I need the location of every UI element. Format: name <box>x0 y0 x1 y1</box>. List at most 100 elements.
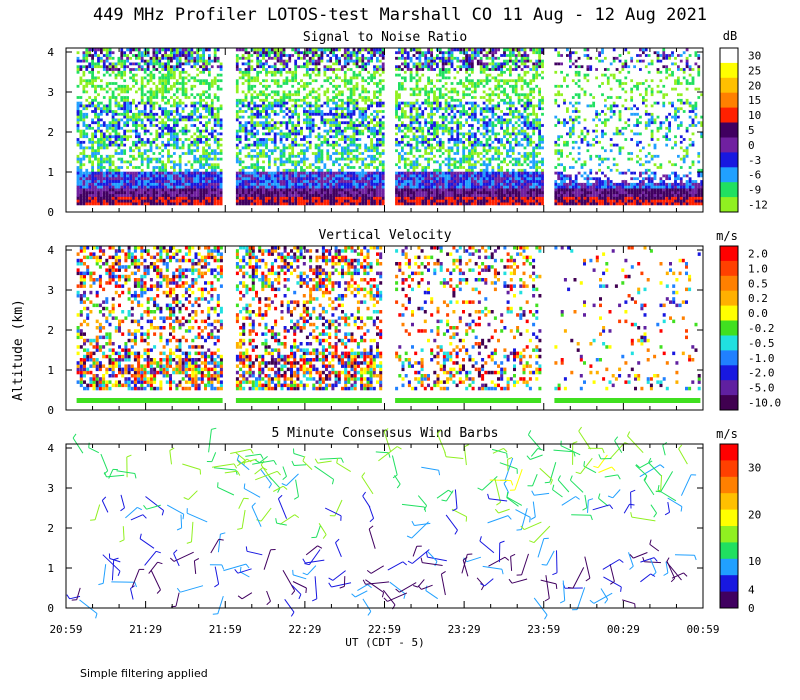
snr-cell <box>238 90 242 94</box>
snr-cell <box>140 56 144 60</box>
snr-cell <box>268 137 271 141</box>
snr-cell <box>314 171 318 175</box>
snr-cell <box>235 73 239 77</box>
snr-cell <box>311 87 315 91</box>
snr-cell <box>241 134 245 139</box>
snr-cell <box>158 73 162 77</box>
snr-cell <box>85 67 89 71</box>
snr-cell <box>317 87 321 91</box>
snr-cell <box>132 81 135 85</box>
snr-cell <box>199 104 202 108</box>
snr-cell <box>158 146 162 150</box>
snr-cell <box>268 193 271 197</box>
snr-cell <box>85 59 89 63</box>
snr-cell <box>335 196 338 200</box>
snr-cell <box>282 109 286 113</box>
snr-cell <box>250 120 254 125</box>
snr-cell <box>238 137 242 141</box>
snr-cell <box>190 73 194 77</box>
snr-cell <box>100 87 103 91</box>
snr-cell <box>219 98 223 102</box>
snr-cell <box>323 106 327 111</box>
snr-cell <box>335 53 338 57</box>
snr-cell <box>199 87 202 91</box>
snr-cell <box>173 62 176 66</box>
snr-cell <box>241 190 245 195</box>
snr-cell <box>132 123 135 127</box>
snr-cell <box>208 188 211 192</box>
snr-cell <box>79 129 83 133</box>
snr-cell <box>213 76 217 80</box>
snr-cell <box>241 92 245 97</box>
snr-cell <box>158 118 162 122</box>
snr-cell <box>282 118 286 122</box>
snr-cell <box>219 134 223 139</box>
snr-cell <box>140 90 144 94</box>
snr-cell <box>297 118 300 122</box>
snr-cell <box>273 137 277 141</box>
snr-cell <box>143 174 147 178</box>
snr-cell <box>335 162 338 167</box>
snr-cell <box>247 193 251 197</box>
snr-cell <box>343 176 347 181</box>
snr-cell <box>143 90 147 94</box>
snr-cell <box>173 160 176 164</box>
snr-cell <box>279 101 283 105</box>
snr-cell <box>126 62 129 66</box>
snr-cell <box>213 134 217 139</box>
snr-cell <box>76 185 80 189</box>
snr-cell <box>100 78 103 83</box>
snr-cell <box>346 48 350 52</box>
snr-cell <box>161 48 165 52</box>
snr-cell <box>247 196 251 200</box>
snr-cell <box>175 202 179 206</box>
snr-cell <box>320 182 324 186</box>
snr-cell <box>216 73 220 77</box>
snr-cell <box>79 115 83 119</box>
snr-cell <box>256 182 260 186</box>
snr-cell <box>117 185 121 189</box>
snr-cell <box>335 106 338 111</box>
snr-cell <box>241 126 245 130</box>
snr-cell <box>259 48 262 52</box>
snr-cell <box>193 62 197 66</box>
snr-cell <box>108 185 112 189</box>
snr-cell <box>314 148 318 153</box>
snr-cell <box>216 126 220 130</box>
snr-cell <box>210 73 214 77</box>
snr-cell <box>114 123 118 127</box>
snr-cell <box>120 59 124 63</box>
snr-cell <box>202 185 205 189</box>
snr-cell <box>341 123 344 127</box>
snr-cell <box>108 84 112 88</box>
snr-cell <box>219 148 223 153</box>
snr-cell <box>85 193 89 197</box>
snr-cell <box>308 202 312 206</box>
snr-cell <box>210 134 214 139</box>
snr-cell <box>143 73 147 77</box>
snr-cell <box>196 176 200 181</box>
snr-cell <box>178 199 182 203</box>
snr-cell <box>265 174 268 178</box>
snr-cell <box>276 157 280 161</box>
snr-cell <box>82 101 86 105</box>
snr-cell <box>259 115 262 119</box>
snr-cell <box>305 70 309 74</box>
snr-cell <box>181 134 185 139</box>
snr-cell <box>181 81 185 85</box>
snr-cell <box>126 165 129 169</box>
snr-cell <box>146 154 150 158</box>
snr-cell <box>111 50 115 55</box>
snr-cell <box>152 129 156 133</box>
snr-cell <box>265 160 268 164</box>
snr-cell <box>346 59 350 63</box>
snr-cell <box>273 196 277 200</box>
snr-cell <box>323 120 327 125</box>
snr-cell <box>85 118 89 122</box>
snr-cell <box>279 140 283 144</box>
snr-cell <box>317 196 321 200</box>
snr-cell <box>100 171 103 175</box>
snr-cell <box>341 196 344 200</box>
snr-cell <box>126 129 129 133</box>
